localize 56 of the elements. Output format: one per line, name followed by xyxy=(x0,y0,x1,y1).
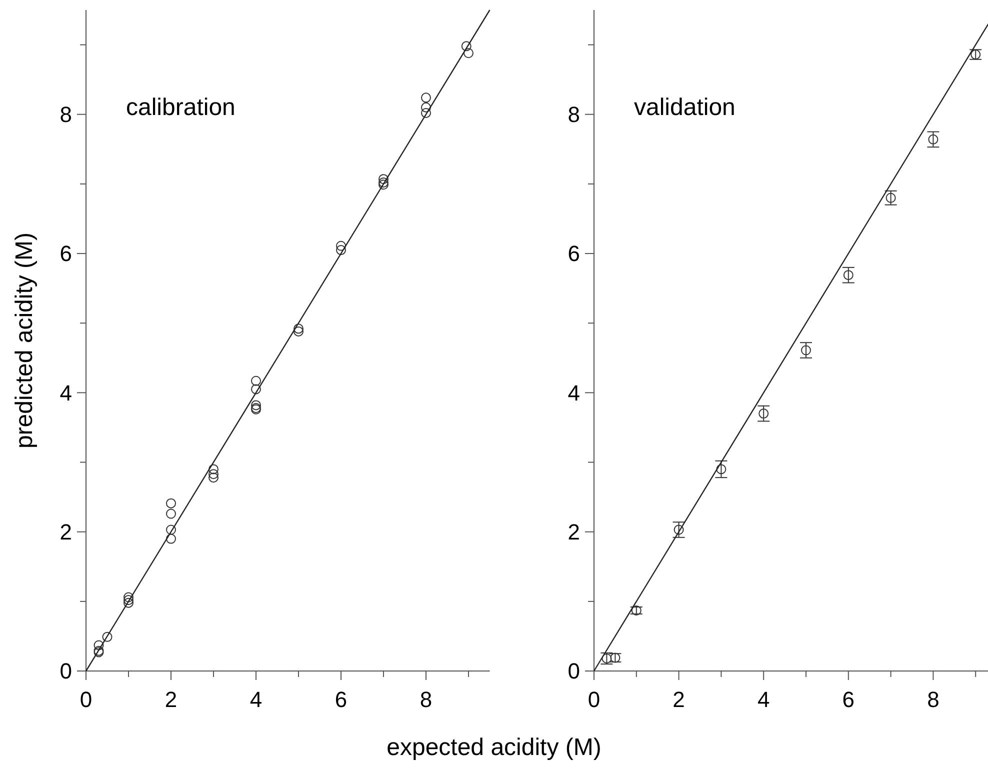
point xyxy=(166,524,176,535)
point xyxy=(461,41,472,52)
point xyxy=(208,464,218,474)
point xyxy=(421,108,431,118)
x-tick-label: 8 xyxy=(420,687,432,712)
point xyxy=(208,472,218,483)
point xyxy=(378,174,388,184)
y-axis-title: predicted acidity (M) xyxy=(11,232,38,449)
point xyxy=(124,592,134,602)
point xyxy=(464,48,474,58)
y-tick-label: 6 xyxy=(568,241,580,266)
point xyxy=(421,102,431,112)
y-tick-label: 6 xyxy=(60,241,72,266)
point xyxy=(102,632,112,642)
point xyxy=(758,408,769,419)
x-tick-label: 4 xyxy=(250,687,262,712)
x-axis-title: expected acidity (M) xyxy=(386,734,602,761)
y-tick-label: 0 xyxy=(568,658,580,684)
point xyxy=(294,326,304,336)
point xyxy=(94,640,104,650)
y-tick-label: 2 xyxy=(60,520,72,545)
point xyxy=(166,534,176,544)
point xyxy=(251,384,261,394)
point xyxy=(251,400,261,410)
point xyxy=(294,324,304,334)
x-tick-label: 6 xyxy=(842,687,855,712)
point xyxy=(716,464,726,474)
point xyxy=(251,376,261,386)
point xyxy=(166,508,176,519)
x-tick-label: 8 xyxy=(927,687,940,712)
y-tick-label: 8 xyxy=(568,102,580,128)
y-tick-label: 4 xyxy=(60,380,72,406)
point xyxy=(208,469,218,480)
point xyxy=(843,270,854,280)
x-tick-label: 6 xyxy=(334,687,348,712)
point xyxy=(801,345,811,356)
point xyxy=(336,245,346,256)
annotation: validation xyxy=(634,94,736,121)
y-tick-label: 0 xyxy=(60,658,72,684)
x-tick-label: 0 xyxy=(588,687,600,712)
y-tick-label: 4 xyxy=(568,380,580,406)
point xyxy=(124,595,134,606)
x-tick-label: 4 xyxy=(757,687,770,712)
point xyxy=(674,524,684,535)
point xyxy=(421,92,431,103)
x-tick-label: 2 xyxy=(672,687,685,712)
point xyxy=(928,134,938,144)
point xyxy=(124,598,134,608)
annotation: calibration xyxy=(126,94,236,121)
point xyxy=(336,240,346,251)
point xyxy=(166,498,176,508)
x-tick-label: 0 xyxy=(80,687,92,712)
x-tick-label: 2 xyxy=(164,687,178,712)
y-tick-label: 8 xyxy=(60,102,72,128)
y-tick-label: 2 xyxy=(568,520,580,545)
point xyxy=(886,192,896,203)
